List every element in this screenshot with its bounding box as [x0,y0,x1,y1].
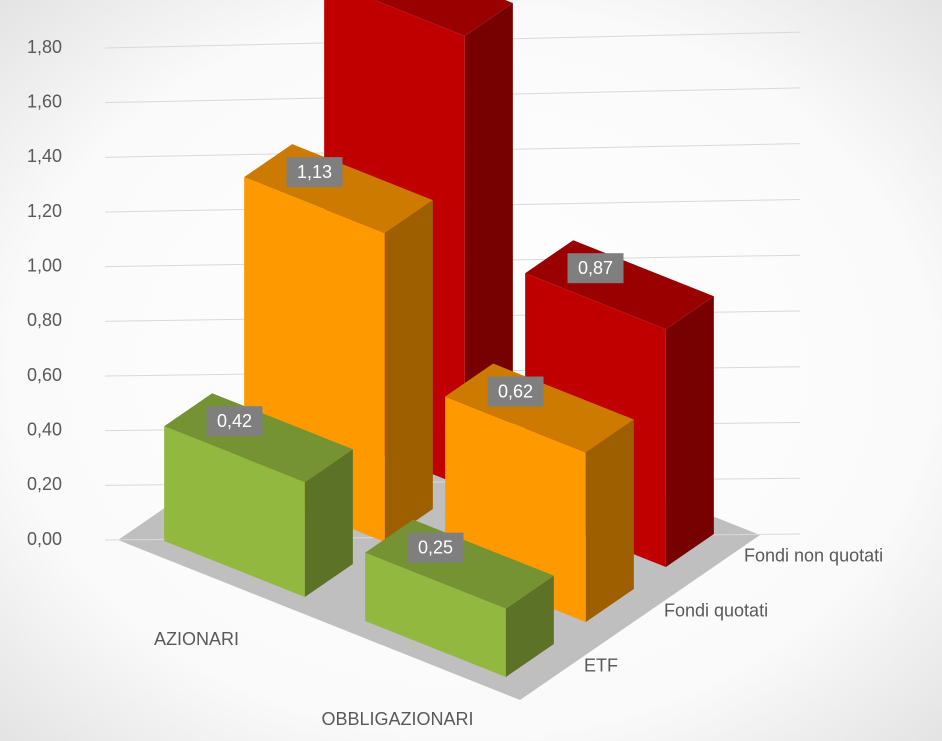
bar-front [365,552,506,677]
y-tick-label: 0,00 [27,529,62,549]
x-tick-label: AZIONARI [154,629,239,649]
bar [164,393,353,597]
value-label: 0,87 [578,258,613,278]
value-label: 0,62 [498,381,533,401]
value-label-box [407,532,464,563]
y-tick-label: 1,20 [27,201,62,221]
bar-side [384,200,433,542]
bar-side [665,296,714,567]
x-tick-label: OBBLIGAZIONARI [321,709,473,729]
bar-front [164,426,305,597]
series-label: Fondi non quotati [744,545,883,565]
value-label: 0,42 [217,411,252,431]
bar-side [585,419,634,622]
value-label-box [487,376,544,407]
bar-side [304,449,353,597]
bar-top [374,0,513,36]
bar-side [505,575,554,677]
value-label: 1,13 [297,162,332,182]
y-tick-label: 1,40 [27,146,62,166]
value-label-box [206,406,263,437]
y-tick-label: 0,40 [27,419,62,439]
value-label-box [567,253,624,284]
y-tick-label: 1,60 [27,91,62,111]
y-tick-label: 0,60 [27,365,62,385]
y-tick-label: 1,80 [27,37,62,57]
y-tick-label: 1,00 [27,255,62,275]
series-label: Fondi quotati [664,600,768,620]
value-label: 0,25 [418,537,453,557]
y-tick-label: 0,80 [27,310,62,330]
bar-side [464,3,513,487]
y-tick-label: 0,20 [27,474,62,494]
series-label: ETF [584,655,618,675]
value-label-box [286,157,343,188]
